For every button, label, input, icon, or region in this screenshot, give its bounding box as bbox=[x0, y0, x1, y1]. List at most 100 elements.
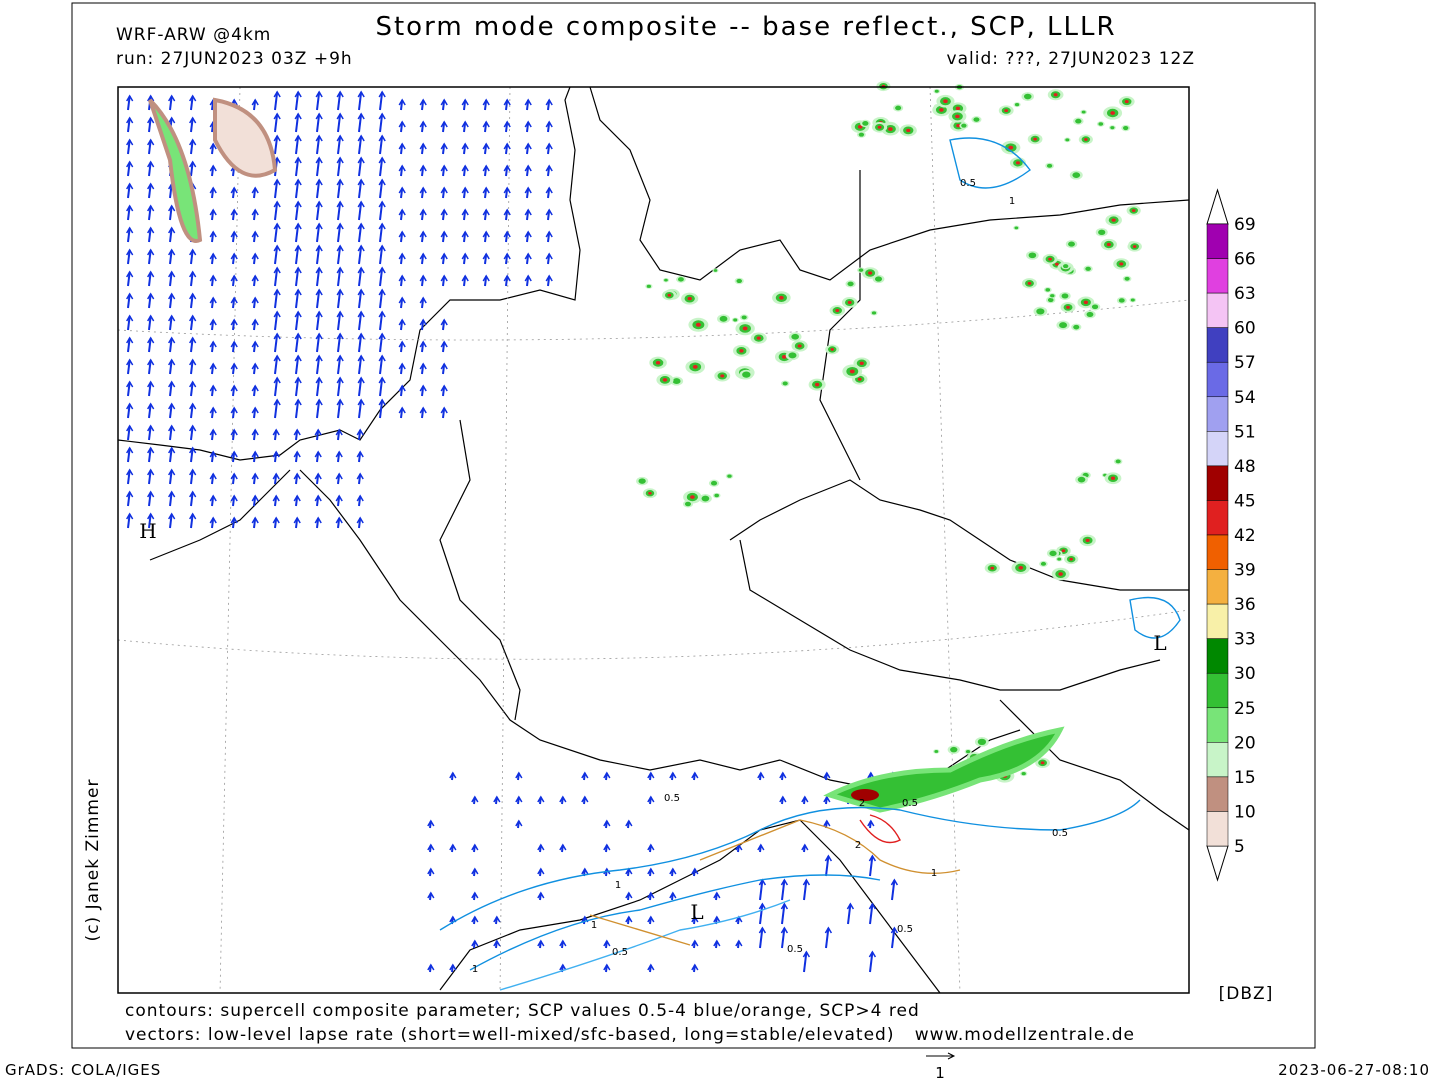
lapse-rate-vector bbox=[169, 403, 173, 419]
reflectivity-cell bbox=[871, 311, 877, 315]
vector-head bbox=[493, 795, 501, 803]
vector-head bbox=[669, 867, 677, 875]
vector-head bbox=[398, 142, 406, 150]
lapse-rate-vector bbox=[358, 267, 363, 287]
vector-head bbox=[545, 142, 553, 150]
vector-head bbox=[294, 156, 302, 164]
reflectivity-cell bbox=[1036, 308, 1045, 315]
lapse-rate-vector bbox=[803, 879, 808, 901]
vector-head bbox=[559, 963, 567, 971]
reflectivity-cell bbox=[961, 123, 967, 128]
vector-head bbox=[419, 340, 427, 348]
vector-head bbox=[758, 902, 767, 910]
vector-head bbox=[427, 843, 435, 851]
colorbar-label: 66 bbox=[1234, 250, 1256, 270]
reflectivity-cell bbox=[1081, 110, 1086, 114]
vector-head bbox=[398, 318, 406, 326]
vector-head bbox=[273, 134, 281, 142]
colorbar-label: 54 bbox=[1234, 388, 1256, 408]
contour-label: 0.5 bbox=[787, 944, 803, 955]
model-name: WRF-ARW @4km bbox=[116, 25, 271, 45]
vector-head bbox=[440, 186, 448, 194]
vector-head bbox=[147, 424, 155, 432]
vector-head bbox=[461, 98, 469, 106]
reflectivity-core bbox=[779, 295, 784, 300]
vector-head bbox=[503, 164, 511, 172]
lapse-rate-vector bbox=[379, 201, 384, 221]
reflectivity-core bbox=[662, 378, 668, 382]
vector-head bbox=[147, 138, 155, 146]
vector-head bbox=[545, 252, 553, 260]
lapse-rate-vector bbox=[274, 333, 279, 353]
vector-head bbox=[419, 120, 427, 128]
lapse-rate-vector bbox=[316, 311, 321, 331]
vector-head bbox=[147, 490, 155, 498]
lapse-rate-vector bbox=[127, 249, 131, 265]
vector-head bbox=[823, 771, 831, 779]
vector-head bbox=[356, 516, 364, 524]
vector-head bbox=[314, 472, 322, 480]
vector-head bbox=[336, 222, 344, 230]
reflectivity-cell bbox=[1021, 771, 1026, 776]
vector-head bbox=[189, 468, 197, 476]
vector-head bbox=[273, 288, 281, 296]
vector-head bbox=[272, 428, 280, 436]
vector-head bbox=[471, 939, 479, 947]
lapse-rate-vector bbox=[316, 157, 321, 177]
vector-head bbox=[419, 296, 427, 304]
lapse-rate-vector bbox=[379, 377, 384, 397]
vector-head bbox=[440, 230, 448, 238]
lapse-rate-vector bbox=[127, 425, 131, 441]
lapse-rate-vector bbox=[148, 381, 152, 397]
colorbar-box bbox=[1206, 811, 1229, 847]
lapse-rate-vector bbox=[127, 337, 131, 353]
reflectivity-cell bbox=[714, 493, 720, 498]
vector-head bbox=[335, 428, 343, 436]
colorbar-label: 60 bbox=[1234, 319, 1256, 339]
reflectivity-core bbox=[1110, 111, 1116, 115]
lapse-rate-vector bbox=[337, 311, 342, 331]
reflectivity-cell bbox=[1077, 476, 1086, 483]
vector-head bbox=[315, 222, 323, 230]
reflectivity-core bbox=[756, 336, 761, 340]
vector-head bbox=[147, 248, 155, 256]
lapse-rate-vector bbox=[148, 271, 152, 287]
vector-head bbox=[209, 428, 217, 436]
lapse-rate-vector bbox=[316, 355, 321, 375]
vector-head bbox=[449, 843, 457, 851]
lapse-rate-vector bbox=[190, 117, 194, 133]
vector-head bbox=[378, 244, 386, 252]
vector-head bbox=[515, 771, 523, 779]
colorbar-label: 63 bbox=[1234, 284, 1256, 304]
reflectivity-core bbox=[1106, 242, 1111, 247]
vector-head bbox=[471, 891, 479, 899]
lapse-rate-vector bbox=[274, 113, 279, 133]
vector-head bbox=[315, 376, 323, 384]
vector-head bbox=[230, 384, 238, 392]
vector-head bbox=[357, 200, 365, 208]
vector-head bbox=[293, 472, 301, 480]
vector-head bbox=[440, 318, 448, 326]
reflectivity-core bbox=[868, 271, 873, 275]
lapse-rate-vector bbox=[295, 157, 300, 177]
reflectivity-cell bbox=[973, 117, 980, 122]
lapse-rate-vector bbox=[316, 289, 321, 309]
lapse-rate-vector bbox=[274, 377, 279, 397]
vector-head bbox=[357, 178, 365, 186]
vector-head bbox=[647, 843, 655, 851]
vector-head bbox=[603, 939, 611, 947]
reflectivity-core bbox=[1048, 257, 1052, 261]
lapse-rate-vector bbox=[274, 355, 279, 375]
lapse-rate-vector bbox=[190, 469, 194, 485]
vector-head bbox=[251, 318, 259, 326]
graticule bbox=[499, 86, 511, 994]
vector-head bbox=[419, 164, 427, 172]
vector-head bbox=[503, 142, 511, 150]
lapse-rate-vector bbox=[190, 95, 194, 111]
reflectivity-cell bbox=[1063, 264, 1069, 269]
reflectivity-cell bbox=[701, 495, 710, 502]
vector-head bbox=[294, 288, 302, 296]
reflectivity-core bbox=[742, 326, 748, 331]
vector-head bbox=[314, 450, 322, 458]
vector-head bbox=[503, 230, 511, 238]
